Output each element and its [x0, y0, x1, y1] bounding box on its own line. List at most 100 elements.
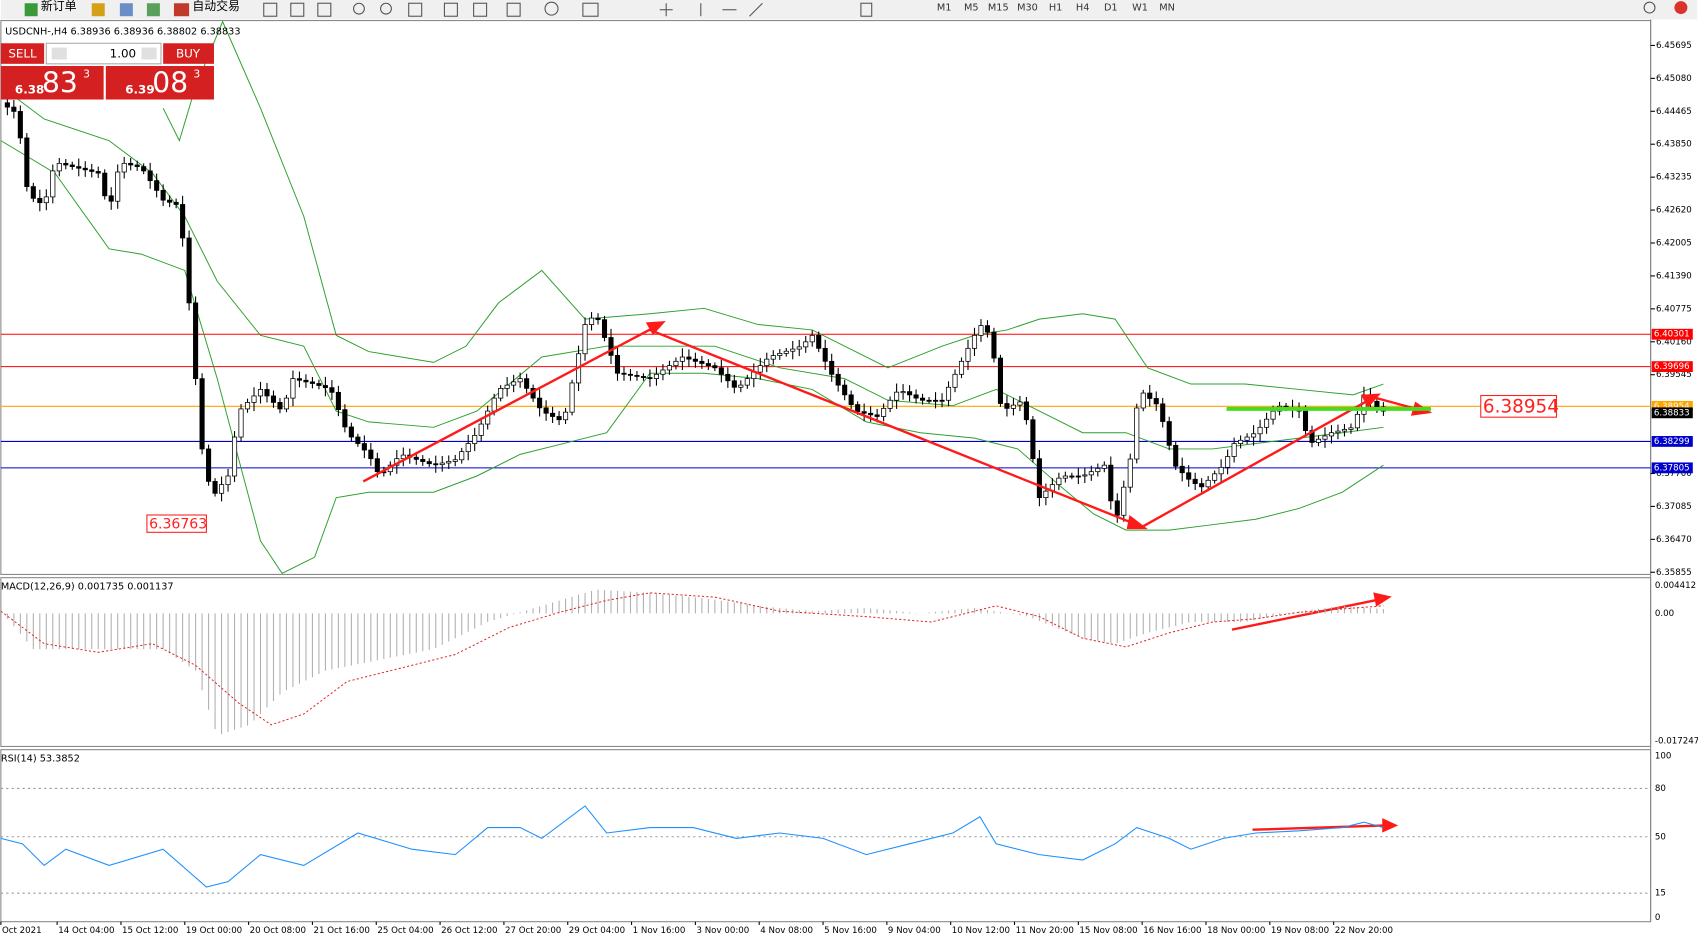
toolbar-icon[interactable] — [146, 3, 160, 17]
buy-price-box[interactable] — [105, 65, 214, 100]
new-order-icon[interactable] — [24, 3, 38, 17]
volume-up[interactable] — [141, 47, 157, 60]
candle-body — [37, 197, 43, 204]
candle-body — [504, 384, 510, 389]
sell-price-fraction[interactable]: 3 — [83, 68, 90, 81]
volume-input[interactable] — [45, 42, 162, 65]
buy-label[interactable]: BUY — [176, 47, 201, 61]
candle-body — [180, 204, 186, 239]
tool-icon[interactable] — [408, 2, 423, 17]
sell-label[interactable]: SELL — [8, 47, 37, 61]
price-label: 6.43235 — [1656, 173, 1692, 183]
sell-price-big[interactable]: 6.38 — [15, 82, 44, 96]
candle-body — [1095, 468, 1101, 473]
candle-body — [1108, 464, 1114, 502]
tool-icon[interactable] — [317, 2, 332, 17]
timeframe-button[interactable]: H4 — [1076, 3, 1090, 14]
search[interactable] — [1643, 1, 1656, 14]
candle-body — [855, 404, 861, 413]
candle-body — [128, 162, 134, 166]
candle-body — [1030, 419, 1036, 460]
trendline-tool[interactable] — [749, 2, 763, 17]
timeframe-button[interactable]: M1 — [937, 3, 952, 14]
candle-body — [997, 357, 1003, 404]
candle-body — [1264, 418, 1270, 428]
tool-icon[interactable] — [443, 2, 458, 17]
zoom-out[interactable] — [380, 2, 392, 15]
candle-body — [1192, 478, 1198, 484]
rsi-panel — [0, 749, 1652, 923]
candle-body — [1010, 404, 1016, 409]
tool-icon[interactable] — [582, 2, 599, 17]
zoom-in[interactable] — [352, 2, 365, 15]
toolbar — [0, 0, 1698, 20]
current-price-bg — [1651, 407, 1693, 419]
tool-icon[interactable] — [263, 2, 278, 17]
new-order-button[interactable]: 新订单 — [41, 0, 77, 13]
candle-body — [511, 381, 517, 386]
level-label-bg — [1651, 361, 1693, 373]
arrow-head — [645, 320, 666, 336]
time-label: 22 Nov 20:00 — [1335, 926, 1393, 936]
timeframe-button[interactable]: W1 — [1132, 3, 1148, 14]
candle-body — [108, 195, 114, 202]
time-label: 5 Nov 16:00 — [824, 926, 877, 936]
price-annotation-box — [146, 514, 207, 533]
candle-body — [30, 186, 36, 199]
volume-down[interactable] — [51, 47, 67, 60]
timeframe-button[interactable]: D1 — [1104, 3, 1118, 14]
timeframe-button[interactable]: H1 — [1049, 3, 1063, 14]
tool-icon[interactable] — [506, 2, 521, 17]
level-label: 6.39696 — [1654, 362, 1690, 372]
candle-body — [1199, 483, 1205, 488]
auto-trading-icon[interactable] — [173, 3, 190, 17]
buy-button[interactable] — [163, 43, 214, 64]
candle-body — [926, 399, 932, 402]
time-label: 3 Nov 00:00 — [696, 926, 749, 936]
timeframe-button[interactable]: M15 — [988, 3, 1009, 14]
timeframe-button[interactable]: MN — [1159, 3, 1175, 14]
candle-body — [868, 412, 874, 416]
buy-price-pips[interactable]: 08 — [152, 66, 188, 99]
candle-body — [1114, 500, 1120, 516]
tool-icon[interactable] — [473, 2, 488, 17]
time-label: 9 Nov 04:00 — [888, 926, 941, 936]
time-label: 19 Oct 00:00 — [186, 926, 242, 936]
candle-body — [1179, 465, 1185, 474]
candle-body — [517, 378, 523, 383]
text-tool[interactable] — [860, 2, 873, 17]
price-annotation-box — [1480, 394, 1558, 418]
toolbar-icon[interactable] — [91, 3, 105, 17]
sell-price-pips[interactable]: 83 — [42, 66, 78, 99]
candle-body — [640, 376, 647, 378]
candle-body — [660, 369, 666, 375]
candle-body — [206, 448, 212, 482]
candle-body — [478, 423, 484, 436]
auto-trading-button[interactable]: 自动交易 — [192, 0, 240, 13]
buy-price-fraction[interactable]: 3 — [193, 68, 200, 81]
price-label: 6.44465 — [1656, 107, 1692, 117]
alert-badge[interactable] — [1674, 1, 1688, 15]
rsi-axis-label: 0 — [1655, 913, 1661, 923]
toolbar-icon[interactable] — [119, 3, 133, 17]
volume-value[interactable]: 1.00 — [110, 47, 136, 61]
buy-price-big[interactable]: 6.39 — [125, 82, 154, 96]
candle-body — [543, 407, 549, 414]
candle-body — [556, 416, 562, 421]
candle-body — [465, 443, 471, 453]
candle-body — [550, 412, 556, 417]
sell-price-box[interactable] — [0, 65, 104, 100]
candle-body — [686, 356, 692, 360]
tool-icon[interactable] — [290, 2, 305, 17]
timeframe-button[interactable]: M5 — [964, 3, 979, 14]
candle-body — [537, 397, 543, 409]
sell-button[interactable] — [0, 43, 45, 64]
tool-icon[interactable] — [544, 1, 559, 16]
time-label: 25 Oct 04:00 — [377, 926, 433, 936]
axes: 6.45695 6.45080 6.44465 6.43850 6.43235 6.426… — [0, 41, 1698, 936]
timeframe-button[interactable]: M30 — [1017, 3, 1038, 14]
candle-body — [1062, 475, 1068, 479]
candle-body — [601, 319, 608, 338]
candle-body — [699, 360, 705, 364]
